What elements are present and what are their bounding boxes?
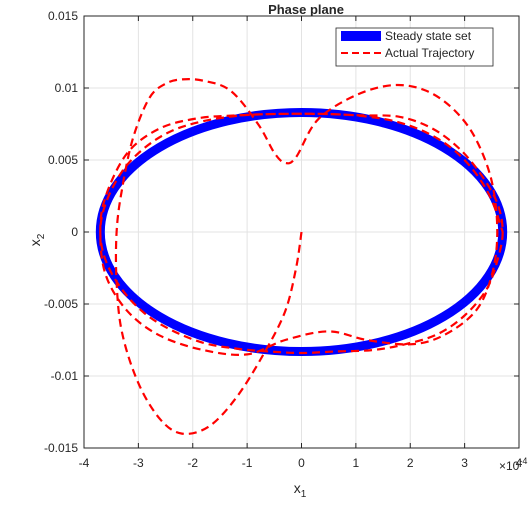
x-tick-label: -1: [242, 456, 253, 470]
x-tick-label: 3: [461, 456, 468, 470]
y-tick-label: 0.005: [48, 153, 78, 167]
x-tick-label: 4: [516, 456, 523, 470]
y-axis-title: x2: [27, 233, 47, 246]
axis-ticks: -4 -3 -2 -1 0 1 2 3 4 -0.015 -0.01 -0.005 0 0.005 0.01…: [44, 9, 523, 470]
y-tick-label: -0.01: [51, 369, 79, 383]
series-layer: [95, 78, 508, 435]
x-tick-label: -2: [187, 456, 198, 470]
legend-label-trajectory: Actual Trajectory: [385, 46, 474, 60]
y-tick-label: -0.005: [44, 297, 78, 311]
x-axis-title: x1: [294, 480, 307, 500]
x-tick-label: -4: [79, 456, 90, 470]
y-axis-label-sub: 2: [36, 233, 47, 239]
x-multiplier-exponent: -4: [519, 456, 527, 466]
x-tick-label: 1: [353, 456, 360, 470]
y-axis-label: x: [27, 239, 43, 246]
series-actual-trajectory: [99, 78, 504, 435]
legend: Steady state set Actual Trajectory: [335, 27, 494, 67]
y-tick-label: 0.015: [48, 9, 78, 23]
x-axis-label: x: [294, 480, 301, 496]
x-multiplier-base: ×10: [499, 459, 520, 473]
y-tick-label: 0: [71, 225, 78, 239]
x-tick-label: 2: [407, 456, 414, 470]
x-tick-label: -3: [133, 456, 144, 470]
legend-label-steady-state: Steady state set: [385, 29, 472, 43]
legend-swatch-steady-state: [341, 31, 381, 41]
y-tick-label: -0.015: [44, 441, 78, 455]
chart-title: Phase plane: [268, 2, 344, 17]
x-axis-label-sub: 1: [301, 489, 307, 500]
x-tick-label: 0: [298, 456, 305, 470]
x-axis-multiplier: ×10-4: [499, 456, 527, 473]
y-tick-label: 0.01: [55, 81, 79, 95]
